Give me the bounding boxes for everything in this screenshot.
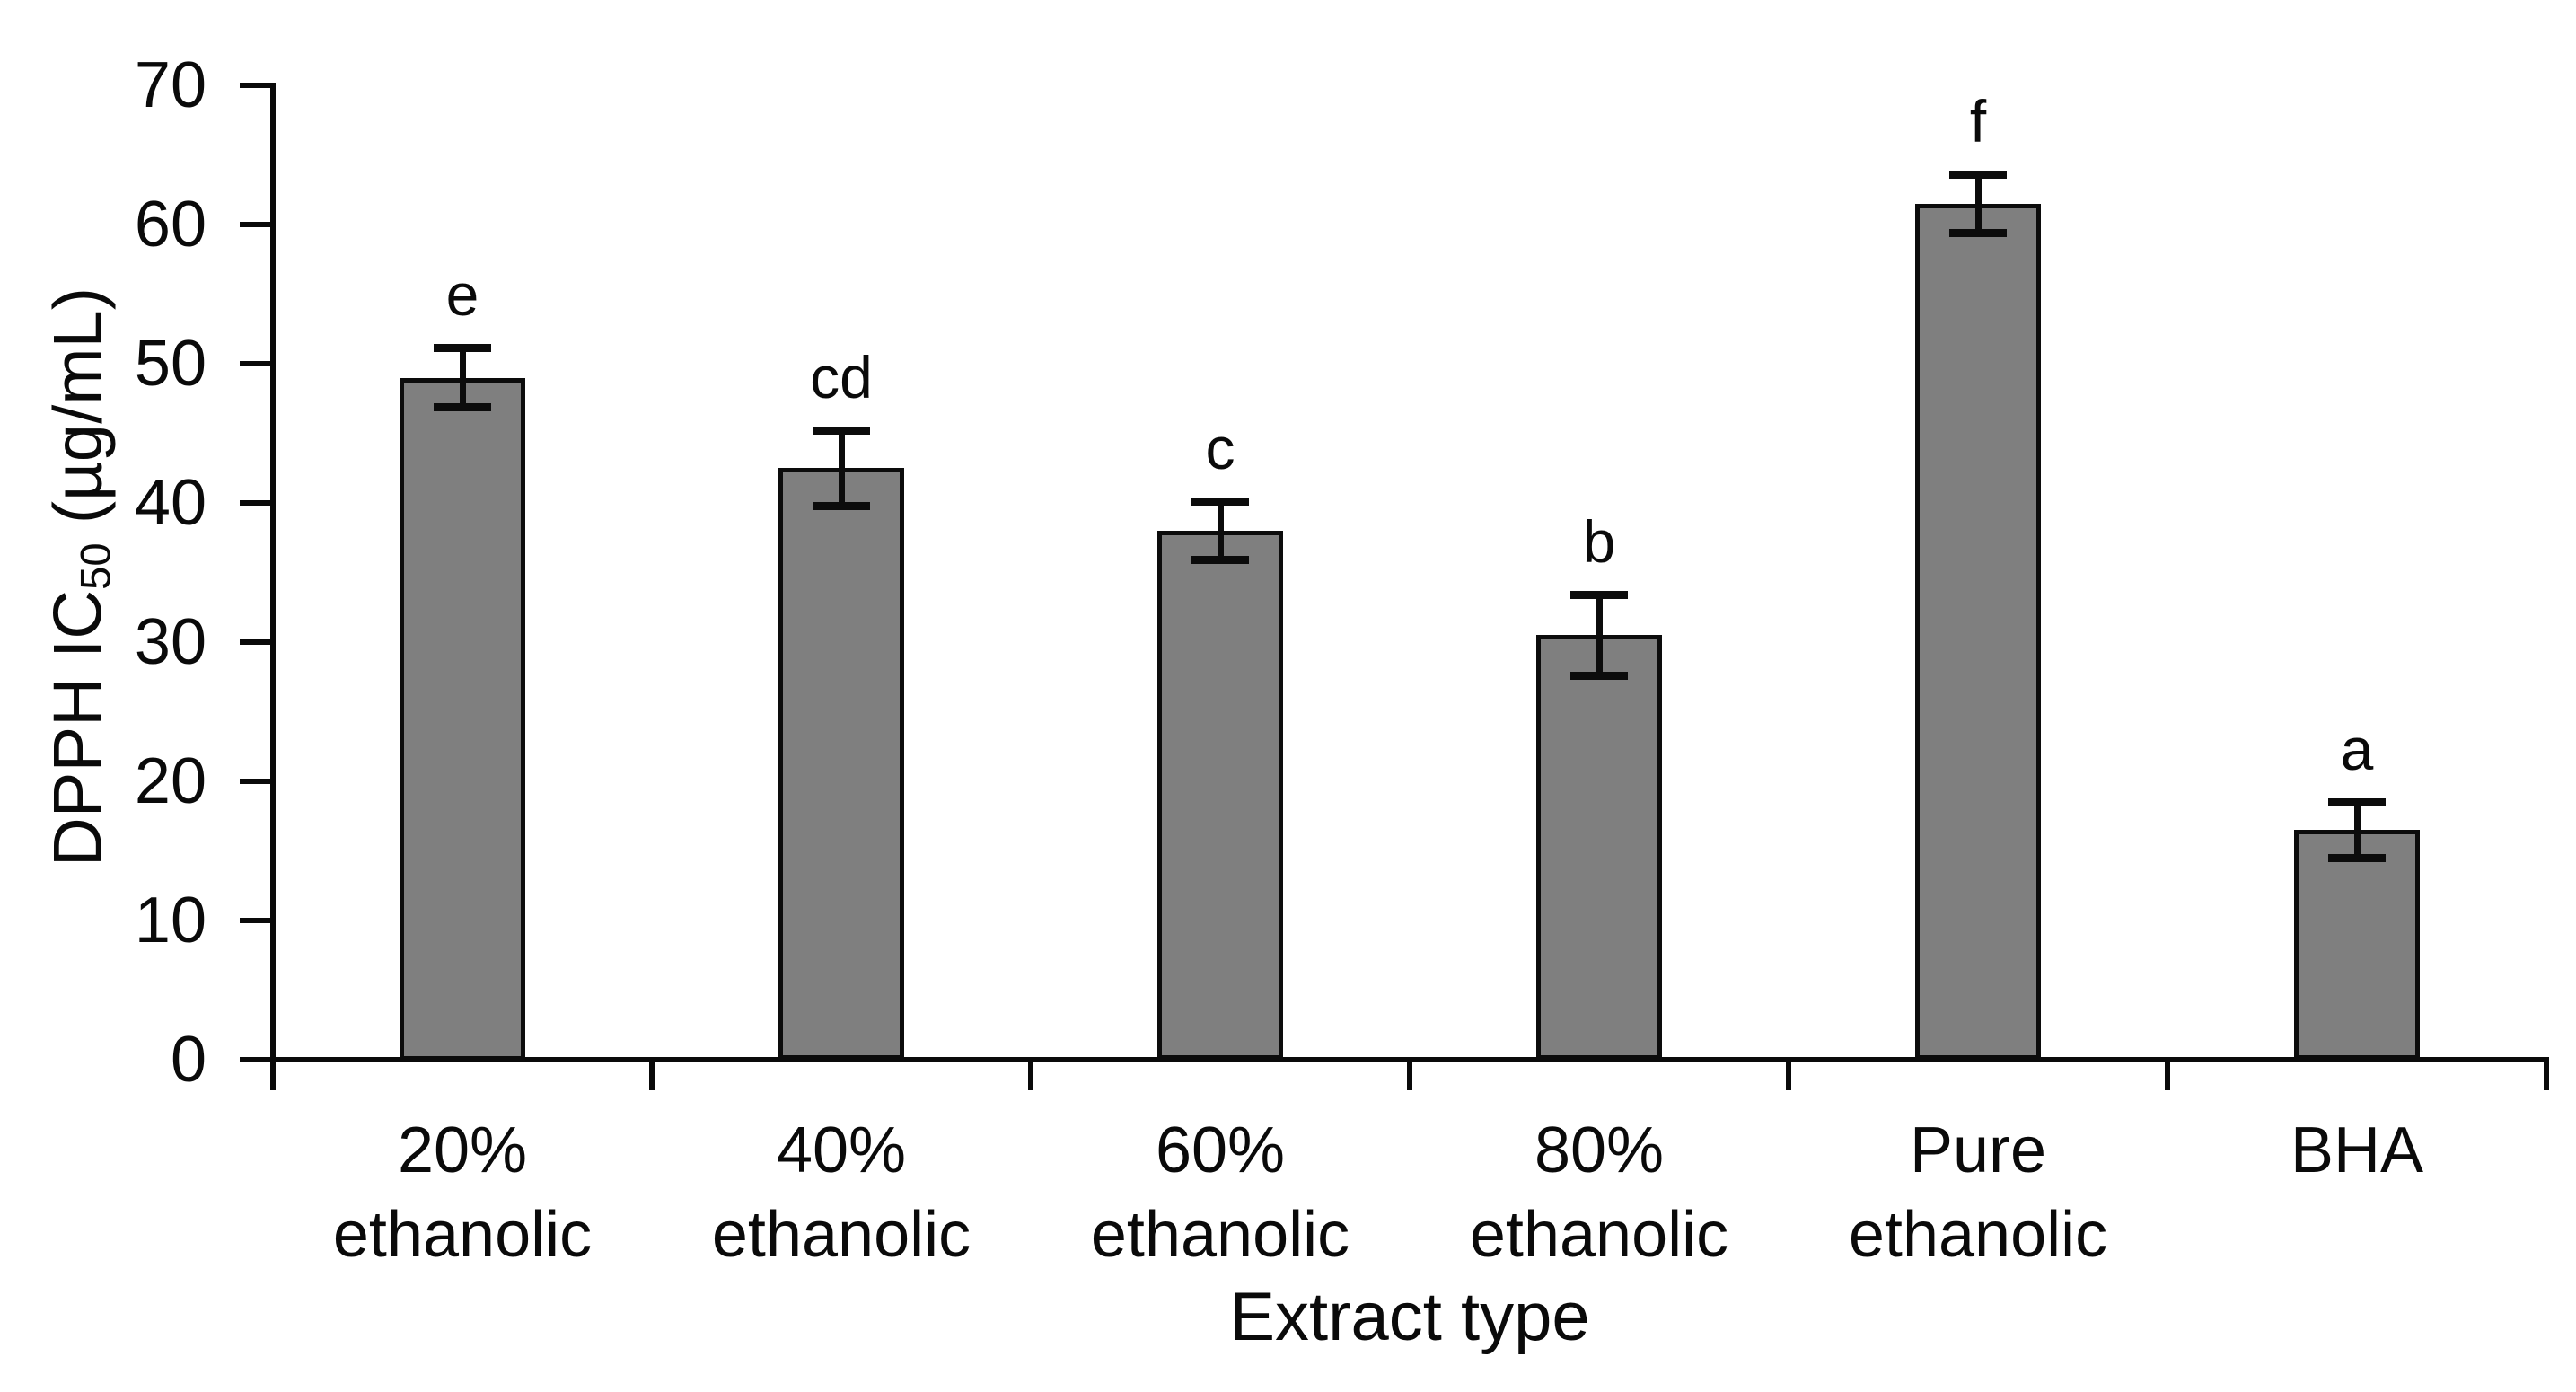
error-bar-cap-bottom [1191,556,1249,564]
error-bar-line [1218,501,1224,559]
error-bar-cap-bottom [1949,229,2007,237]
error-bar-cap-top [434,344,491,352]
y-axis-tick [240,639,270,645]
error-bar-line [2354,802,2361,858]
category-label-line: ethanolic [1848,1199,2108,1271]
y-axis-tick [240,222,270,227]
error-bar-cap-bottom [2328,854,2386,862]
category-label-line: ethanolic [711,1199,971,1271]
error-bar-cap-top [1570,591,1628,599]
y-axis-tick [240,779,270,784]
significance-letter: f [1969,88,1987,154]
category-label-line: BHA [2290,1114,2424,1186]
category-label: BHA [2167,1108,2546,1193]
y-axis-tick-label: 70 [134,49,207,121]
error-bar-cap-top [1191,498,1249,506]
category-label-line: 20% [397,1114,528,1186]
y-axis-tick [240,918,270,923]
bar [2294,830,2420,1060]
x-axis-title: Extract type [1229,1279,1590,1355]
significance-letter: e [445,261,479,328]
category-label-line: ethanolic [1090,1199,1350,1271]
category-label-line: Pure [1909,1114,2047,1186]
x-axis-tick [1407,1060,1412,1090]
significance-letter: cd [810,344,873,410]
category-label: Pure ethanolic [1789,1108,2167,1277]
category-label: 20% ethanolic [273,1108,652,1277]
category-label-line: 40% [776,1114,907,1186]
category-label-line: 60% [1155,1114,1286,1186]
y-axis-title-subscript: 50 [71,542,119,590]
bar [1157,531,1283,1060]
y-axis-tick-label: 60 [134,189,207,260]
y-axis-tick-label: 50 [134,328,207,400]
y-axis-tick-label: 10 [134,885,207,956]
bar [1915,204,2041,1060]
significance-letter: b [1582,508,1616,575]
error-bar-cap-bottom [1570,672,1628,680]
error-bar-cap-bottom [434,403,491,411]
y-axis-tick [240,500,270,506]
y-axis-tick [240,361,270,366]
category-label: 80% ethanolic [1410,1108,1789,1277]
x-axis-tick [1028,1060,1033,1090]
error-bar-line [1596,595,1603,675]
error-bar-cap-top [2328,798,2386,806]
y-axis-tick [240,1057,270,1062]
error-bar-cap-top [813,427,870,435]
bar [1536,635,1662,1060]
error-bar-line [839,430,845,506]
y-axis-tick-label: 40 [134,467,207,539]
category-label-line: ethanolic [1469,1199,1729,1271]
bar [400,378,525,1061]
category-label-line: ethanolic [332,1199,593,1271]
y-axis-tick [240,83,270,88]
x-axis-tick [270,1060,276,1090]
error-bar-line [460,348,466,407]
error-bar-line [1975,174,1982,233]
significance-letter: c [1205,415,1235,481]
category-label: 40% ethanolic [652,1108,1031,1277]
y-axis-tick-label: 0 [170,1024,207,1096]
error-bar-cap-bottom [813,502,870,510]
error-bar-cap-top [1949,171,2007,179]
y-axis-line [270,83,276,1060]
y-axis-tick-label: 20 [134,745,207,817]
y-axis-tick-label: 30 [134,606,207,678]
x-axis-tick [649,1060,655,1090]
x-axis-tick [2165,1060,2170,1090]
significance-letter: a [2340,716,2374,782]
x-axis-tick [1786,1060,1791,1090]
bar [778,468,904,1060]
x-axis-tick [2544,1060,2549,1090]
category-label: 60% ethanolic [1031,1108,1410,1277]
category-label-line: 80% [1534,1114,1665,1186]
